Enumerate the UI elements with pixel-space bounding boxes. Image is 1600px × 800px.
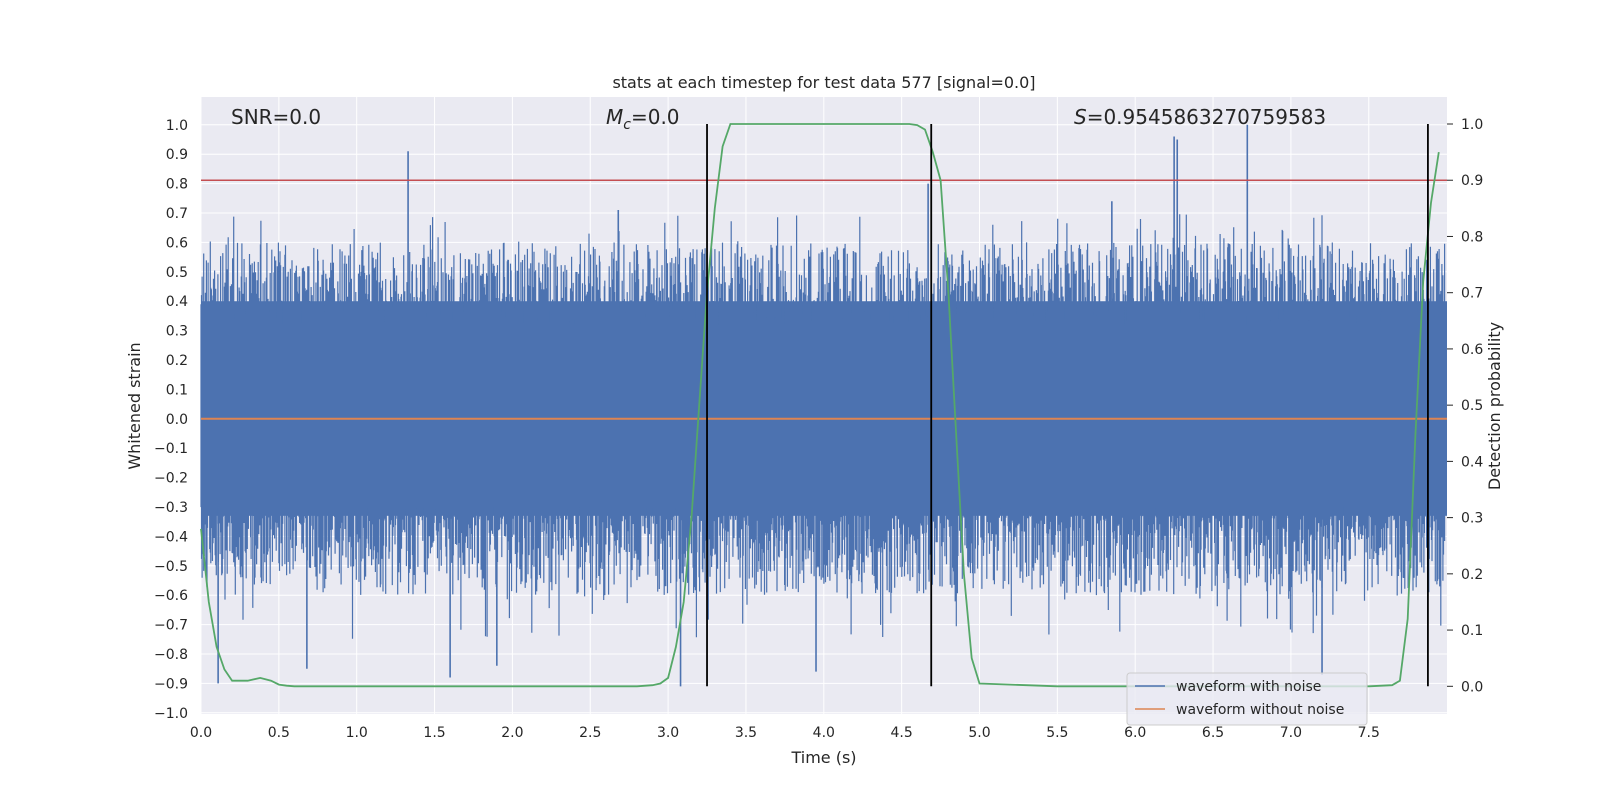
x-tick-label: 2.5 bbox=[579, 725, 601, 741]
y-tick-label: 0.3 bbox=[166, 324, 188, 340]
right-tick-label: 0.6 bbox=[1461, 342, 1483, 358]
y-tick-label: −0.5 bbox=[154, 559, 188, 575]
x-tick-label: 7.5 bbox=[1358, 725, 1380, 741]
y-tick-label: 1.0 bbox=[166, 118, 188, 134]
x-tick-label: 0.0 bbox=[190, 725, 212, 741]
right-tick-label: 0.7 bbox=[1461, 286, 1483, 302]
x-tick-label: 1.0 bbox=[346, 725, 368, 741]
y-tick-label: −0.2 bbox=[154, 471, 188, 487]
y-tick-label: 0.6 bbox=[166, 235, 188, 251]
noise-band bbox=[200, 124, 1447, 687]
right-tick-label: 0.9 bbox=[1461, 173, 1483, 189]
right-axis-label: Detection probability bbox=[1485, 322, 1504, 490]
y-tick-label: 0.9 bbox=[166, 147, 188, 163]
y-tick-label: −0.7 bbox=[154, 618, 188, 634]
y-tick-label: −1.0 bbox=[154, 706, 188, 722]
x-tick-label: 6.5 bbox=[1202, 725, 1224, 741]
chart-title: stats at each timestep for test data 577… bbox=[612, 73, 1035, 92]
right-tick-label: 0.1 bbox=[1461, 623, 1483, 639]
y-tick-label: 0.0 bbox=[166, 412, 188, 428]
legend-box bbox=[1126, 672, 1368, 726]
x-tick-label: 5.0 bbox=[968, 725, 990, 741]
right-tick-label: 0.5 bbox=[1461, 398, 1483, 414]
legend-label-clean: waveform without noise bbox=[1176, 702, 1344, 718]
x-tick-label: 7.0 bbox=[1280, 725, 1302, 741]
legend-label-noise: waveform with noise bbox=[1176, 679, 1321, 695]
y-tick-label: −0.4 bbox=[154, 529, 188, 545]
y-tick-label: −0.8 bbox=[154, 647, 188, 663]
legend: waveform with noise waveform without noi… bbox=[1126, 672, 1368, 726]
x-tick-label: 3.5 bbox=[735, 725, 757, 741]
y-tick-label: 0.2 bbox=[166, 353, 188, 369]
x-tick-label: 4.5 bbox=[891, 725, 913, 741]
y-tick-label: −0.1 bbox=[154, 441, 188, 457]
chirp-mass-annotation: Mc=0.0 bbox=[606, 105, 680, 133]
right-axis-ticks: 1.0 0.9 0.8 0.7 0.6 0.5 0.4 0.3 0.2 0.1 0.0 bbox=[1447, 117, 1483, 695]
x-axis-ticks: 0.0 0.5 1.0 1.5 2.0 2.5 3.0 3.5 4.0 4.5 5.0 5.5 6.0 6… bbox=[190, 725, 1380, 741]
vertical-markers bbox=[706, 124, 1429, 687]
right-tick-label: 0.3 bbox=[1461, 511, 1483, 527]
chirp-mass-symbol: M bbox=[606, 105, 623, 129]
y-tick-label: 0.7 bbox=[166, 206, 188, 222]
chirp-mass-value: =0.0 bbox=[631, 105, 680, 129]
x-axis-label: Time (s) bbox=[790, 748, 856, 767]
y-tick-label: 0.4 bbox=[166, 294, 188, 310]
score-annotation: S=0.9545863270759583 bbox=[1074, 105, 1326, 129]
right-tick-label: 0.4 bbox=[1461, 454, 1483, 470]
x-tick-label: 6.0 bbox=[1124, 725, 1146, 741]
y-tick-label: −0.6 bbox=[154, 588, 188, 604]
y-axis-label: Whitened strain bbox=[125, 342, 144, 469]
noise-trace bbox=[200, 214, 1446, 639]
score-value: =0.9545863270759583 bbox=[1087, 105, 1326, 129]
right-tick-label: 0.2 bbox=[1461, 567, 1483, 583]
y-tick-label: −0.3 bbox=[154, 500, 188, 516]
y-tick-label: 0.1 bbox=[166, 382, 188, 398]
x-tick-label: 4.0 bbox=[813, 725, 835, 741]
right-tick-label: 0.8 bbox=[1461, 229, 1483, 245]
y-tick-label: 0.5 bbox=[166, 265, 188, 281]
x-tick-label: 3.0 bbox=[657, 725, 679, 741]
y-axis-ticks: 1.0 0.9 0.8 0.7 0.6 0.5 0.4 0.3 0.2 0.1 0.0 −0.1 −0.… bbox=[154, 118, 188, 722]
x-tick-label: 2.0 bbox=[501, 725, 523, 741]
y-tick-label: −0.9 bbox=[154, 676, 188, 692]
y-tick-label: 0.8 bbox=[166, 177, 188, 193]
x-tick-label: 5.5 bbox=[1046, 725, 1068, 741]
chirp-mass-subscript: c bbox=[623, 117, 631, 133]
score-symbol: S bbox=[1074, 105, 1087, 129]
right-tick-label: 1.0 bbox=[1461, 117, 1483, 133]
x-tick-label: 1.5 bbox=[423, 725, 445, 741]
x-tick-label: 0.5 bbox=[268, 725, 290, 741]
snr-annotation: SNR=0.0 bbox=[231, 105, 321, 129]
right-tick-label: 0.0 bbox=[1461, 679, 1483, 695]
